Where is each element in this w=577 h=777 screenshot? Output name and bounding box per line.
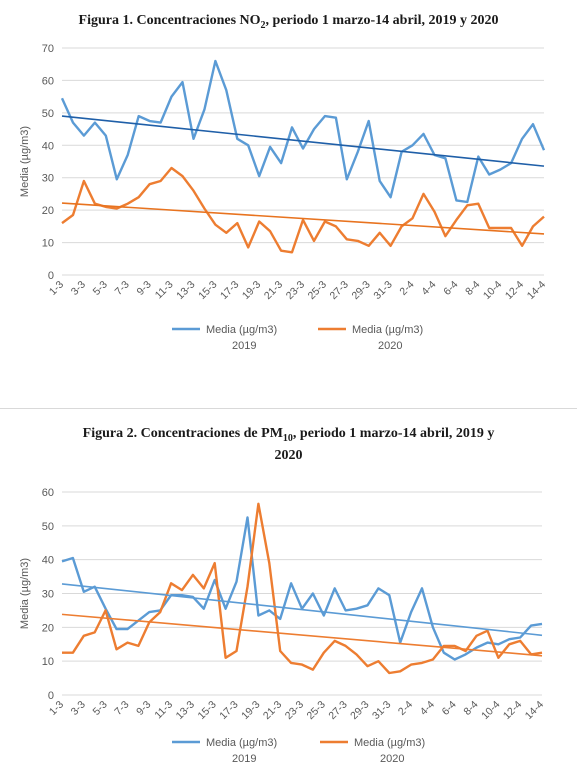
y-tick-label: 20 <box>42 622 54 634</box>
y-tick-label: 10 <box>42 656 54 668</box>
x-tick-label: 31-3 <box>371 278 394 301</box>
legend-year: 2019 <box>232 340 256 352</box>
y-tick-label: 70 <box>42 43 54 55</box>
series-line-2019 <box>61 516 543 661</box>
x-tick-label: 19-3 <box>240 278 263 301</box>
series-line-2020 <box>62 502 543 675</box>
figure-1-title-rest: , periodo 1 marzo-14 abril, 2019 y 2020 <box>265 13 499 28</box>
x-tick-label: 31-3 <box>370 698 393 721</box>
x-tick-label: 27-3 <box>328 278 351 301</box>
x-tick-label: 7-3 <box>113 278 132 297</box>
x-tick-label: 8-4 <box>463 278 482 297</box>
x-tick-label: 23-3 <box>283 698 306 721</box>
figure-2-title-subscript: 10 <box>282 432 293 444</box>
y-tick-label: 50 <box>42 108 54 120</box>
x-tick-label: 14-4 <box>525 278 548 301</box>
x-tick-label: 21-3 <box>262 278 285 301</box>
figure-2-panel: Figura 2. Concentraciones de PM10, perio… <box>0 408 577 777</box>
x-tick-label: 21-3 <box>261 698 284 721</box>
x-tick-label: 7-3 <box>112 698 131 717</box>
x-tick-label: 15-3 <box>196 278 219 301</box>
legend-year: 2020 <box>378 340 402 352</box>
x-tick-label: 11-3 <box>152 698 175 721</box>
x-tick-label: 17-3 <box>217 698 240 721</box>
y-tick-label: 40 <box>42 555 54 567</box>
y-axis-label: Media (µg/m3) <box>19 558 31 629</box>
x-tick-label: 3-3 <box>69 278 88 297</box>
trendline-2020 <box>61 202 545 235</box>
y-axis-label: Media (µg/m3) <box>19 126 31 197</box>
figure-2-title: Figura 2. Concentraciones de PM10, perio… <box>20 425 557 464</box>
x-tick-label: 2-4 <box>397 278 416 297</box>
x-tick-label: 2-4 <box>396 698 415 717</box>
x-tick-label: 6-4 <box>441 278 460 297</box>
x-tick-label: 5-3 <box>90 698 109 717</box>
trendline-2019 <box>61 583 543 637</box>
legend-year: 2019 <box>232 753 256 765</box>
y-tick-label: 0 <box>48 270 54 282</box>
y-tick-label: 50 <box>42 521 54 533</box>
x-tick-label: 17-3 <box>218 278 241 301</box>
x-tick-label: 13-3 <box>174 698 197 721</box>
x-tick-label: 3-3 <box>69 698 88 717</box>
y-tick-label: 30 <box>42 589 54 601</box>
x-tick-label: 25-3 <box>305 698 328 721</box>
x-tick-label: 10-4 <box>481 278 504 301</box>
legend-label: Media (µg/m3) <box>352 324 423 336</box>
y-tick-label: 20 <box>42 205 54 217</box>
x-tick-label: 27-3 <box>326 698 349 721</box>
figure-1-title-main: Figura 1. Concentraciones NO <box>78 13 261 28</box>
x-tick-label: 13-3 <box>174 278 197 301</box>
trendline-2020 <box>61 613 543 657</box>
y-tick-label: 40 <box>42 140 54 152</box>
x-tick-label: 15-3 <box>195 698 218 721</box>
y-tick-label: 60 <box>42 75 54 87</box>
x-tick-label: 11-3 <box>153 278 176 301</box>
x-tick-label: 29-3 <box>349 278 372 301</box>
x-tick-label: 12-4 <box>501 698 524 721</box>
legend-label: Media (µg/m3) <box>206 324 277 336</box>
series-line-2019 <box>60 59 546 204</box>
x-tick-label: 25-3 <box>306 278 329 301</box>
legend-label: Media (µg/m3) <box>206 737 277 749</box>
x-tick-label: 4-4 <box>418 698 437 717</box>
x-tick-label: 8-4 <box>461 698 480 717</box>
x-tick-label: 14-4 <box>523 698 546 721</box>
x-tick-label: 5-3 <box>91 278 110 297</box>
y-tick-label: 10 <box>42 238 54 250</box>
y-tick-label: 30 <box>42 173 54 185</box>
y-tick-label: 60 <box>42 487 54 499</box>
x-tick-label: 10-4 <box>479 698 502 721</box>
y-tick-label: 0 <box>48 690 54 702</box>
figure-1-title-subscript: 2 <box>260 19 266 31</box>
x-tick-label: 9-3 <box>134 278 153 297</box>
figure-1-title: Figura 1. Concentraciones NO2, periodo 1… <box>20 12 557 34</box>
x-tick-label: 23-3 <box>284 278 307 301</box>
figure-2-title-main: Figura 2. Concentraciones de PM <box>82 426 283 441</box>
x-tick-label: 9-3 <box>134 698 153 717</box>
figure-2-title-line2: 2020 <box>274 447 303 463</box>
x-tick-label: 29-3 <box>348 698 371 721</box>
x-tick-label: 19-3 <box>239 698 262 721</box>
figure-2-title-rest: , periodo 1 marzo-14 abril, 2019 y <box>292 426 495 441</box>
x-tick-label: 6-4 <box>440 698 459 717</box>
series-line-2020 <box>61 166 545 254</box>
legend-label: Media (µg/m3) <box>354 737 425 749</box>
x-tick-label: 12-4 <box>503 278 526 301</box>
trendline-2019 <box>61 115 545 167</box>
x-tick-label: 4-4 <box>419 278 438 297</box>
figure-1-panel: Figura 1. Concentraciones NO2, periodo 1… <box>0 0 577 370</box>
legend-year: 2020 <box>380 753 404 765</box>
